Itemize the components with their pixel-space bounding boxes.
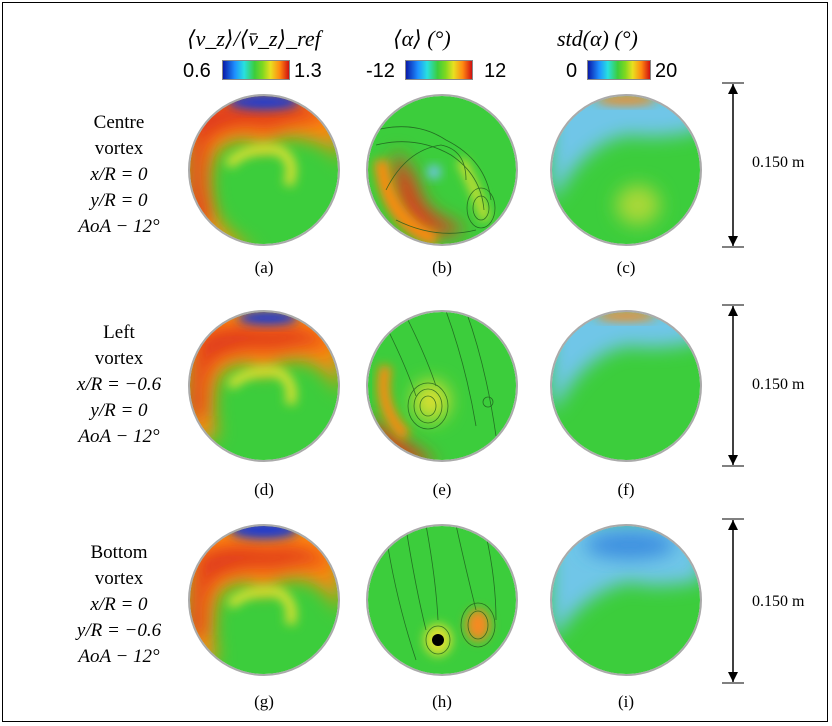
scale-bar-3 — [722, 518, 744, 684]
row-name-2: vortex — [94, 348, 144, 369]
row-label-bottom: Bottom vortex x/R = 0 y/R = −0.6 AoA − 1… — [34, 540, 204, 670]
row-name-2: vortex — [94, 568, 144, 589]
header-velocity-ratio: ⟨v_z⟩/⟨v̄_z⟩_ref — [187, 26, 321, 51]
contour-panel-i — [550, 524, 702, 676]
panel-label: (i) — [617, 692, 635, 711]
colorbar-3-max: 20 — [655, 60, 678, 82]
scale-label: 0.150 m — [752, 593, 805, 610]
scale-bar-2 — [722, 304, 744, 467]
row-aoa: AoA − 12° — [78, 216, 160, 237]
panel-label: (a) — [254, 258, 274, 277]
contour-panel-g — [188, 524, 340, 676]
header-std-alpha: std(α) (°) — [557, 26, 638, 51]
contour-panel-e — [366, 310, 518, 462]
colorbar-1-min: 0.6 — [183, 60, 211, 82]
row-name: Centre — [93, 112, 145, 133]
contour-panel-f — [550, 310, 702, 462]
row-y: y/R = −0.6 — [76, 620, 162, 641]
colorbar-2-max: 12 — [484, 60, 507, 82]
row-y: y/R = 0 — [90, 400, 148, 421]
row-y: y/R = 0 — [90, 190, 148, 211]
panel-label: (c) — [616, 258, 636, 277]
row-name: Left — [103, 322, 135, 343]
colorbar-1 — [222, 60, 290, 80]
row-x: x/R = 0 — [90, 594, 148, 615]
row-name: Bottom — [90, 542, 148, 563]
panel-label: (g) — [254, 692, 274, 711]
panel-label: (f) — [617, 480, 635, 499]
contour-panel-a — [188, 94, 340, 246]
panel-label: (b) — [432, 258, 452, 277]
row-x: x/R = −0.6 — [76, 374, 162, 395]
contour-panel-c — [550, 94, 702, 246]
contour-panel-b — [366, 94, 518, 246]
panel-label: (d) — [254, 480, 274, 499]
scale-label: 0.150 m — [752, 154, 805, 171]
colorbar-1-max: 1.3 — [294, 60, 322, 82]
colorbar-3 — [587, 60, 651, 80]
panel-label: (e) — [432, 480, 452, 499]
row-label-centre: Centre vortex x/R = 0 y/R = 0 AoA − 12° — [34, 110, 204, 240]
colorbar-2 — [405, 60, 473, 80]
row-label-left: Left vortex x/R = −0.6 y/R = 0 AoA − 12° — [34, 320, 204, 450]
row-x: x/R = 0 — [90, 164, 148, 185]
row-aoa: AoA − 12° — [78, 426, 160, 447]
scale-bar-1 — [722, 82, 744, 248]
panel-label: (h) — [432, 692, 452, 711]
scale-label: 0.150 m — [752, 376, 805, 393]
contour-panel-d — [188, 310, 340, 462]
header-mean-alpha: ⟨α⟩ (°) — [393, 26, 451, 51]
row-aoa: AoA − 12° — [78, 646, 160, 667]
colorbar-3-min: 0 — [566, 60, 578, 82]
row-name-2: vortex — [94, 138, 144, 159]
contour-panel-h — [366, 524, 518, 676]
colorbar-2-min: -12 — [366, 60, 395, 82]
